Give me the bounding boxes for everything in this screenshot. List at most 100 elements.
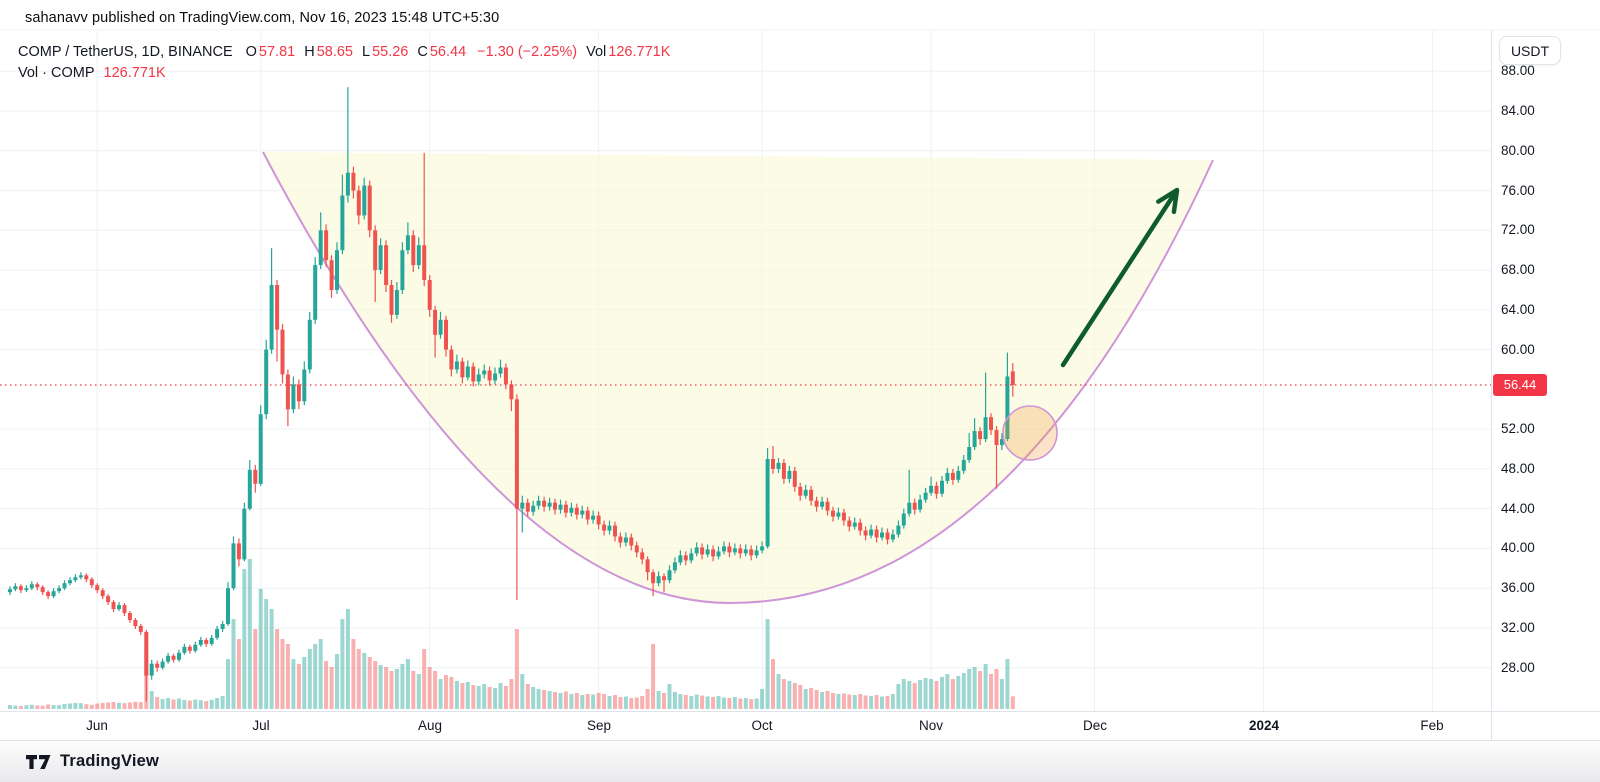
volume-bar: [275, 629, 280, 709]
volume-bar: [678, 694, 683, 709]
volume-bar: [62, 704, 67, 709]
volume-bar: [940, 677, 944, 709]
volume-bar: [394, 669, 399, 709]
candle-body: [487, 370, 492, 381]
price-tick-label: 72.00: [1501, 222, 1535, 237]
candle-body: [444, 319, 448, 350]
candle-body: [345, 172, 350, 196]
candle-body: [422, 245, 427, 280]
candle-body: [781, 462, 786, 479]
candle-body: [182, 646, 187, 653]
candle-body: [591, 515, 596, 520]
candle-body: [433, 309, 438, 335]
volume-bar: [580, 695, 585, 709]
volume-bar: [427, 667, 432, 709]
time-tick-label: Aug: [417, 718, 443, 733]
candle-body: [574, 507, 579, 515]
currency-button[interactable]: USDT: [1499, 36, 1561, 65]
retest-highlight-circle[interactable]: [1002, 405, 1058, 461]
candle-body: [989, 417, 993, 431]
volume-bar: [934, 681, 939, 709]
volume-bar: [874, 695, 879, 709]
candle-body: [193, 644, 198, 651]
candle-body: [967, 447, 972, 460]
volume-bar: [493, 688, 498, 709]
candle-body: [901, 513, 906, 526]
candle-body: [961, 459, 966, 471]
volume-bar: [803, 689, 808, 709]
volume-bar: [885, 696, 890, 709]
volume-bar: [722, 697, 726, 709]
candle-body: [760, 546, 765, 551]
breakout-arrow-shaft[interactable]: [1060, 190, 1178, 368]
candle-body: [607, 525, 612, 531]
volume-bar: [78, 703, 83, 709]
candle-body: [340, 195, 345, 251]
price-tick-label: 32.00: [1501, 620, 1535, 635]
price-tick-label: 88.00: [1501, 63, 1535, 78]
candle-body: [18, 586, 23, 591]
candle-body: [149, 663, 154, 676]
candle-body: [253, 469, 258, 484]
volume-bar: [89, 704, 94, 709]
volume-bar: [215, 698, 220, 709]
volume-bar: [444, 675, 448, 709]
cup-pattern-curve[interactable]: [262, 151, 1214, 605]
candle-body: [198, 639, 203, 645]
volume-bar: [640, 696, 645, 709]
candle-body: [929, 485, 934, 493]
volume-bar: [727, 698, 732, 709]
volume-bar: [204, 701, 209, 709]
candle-body: [814, 500, 819, 507]
volume-bar: [994, 669, 999, 709]
candle-body: [558, 504, 563, 510]
candle-body: [177, 652, 181, 660]
candle-body: [269, 285, 274, 350]
volume-bar: [662, 693, 666, 709]
candle-body: [809, 489, 814, 501]
candle-body: [787, 470, 792, 479]
volume-bar: [18, 706, 23, 709]
candle-body: [651, 572, 656, 584]
candle-body: [117, 605, 121, 610]
volume-bar: [596, 693, 601, 709]
candle-body: [738, 548, 743, 554]
tradingview-logo-icon[interactable]: [25, 752, 52, 772]
current-price-badge: 56.44: [1493, 374, 1547, 396]
candle-body: [258, 414, 263, 484]
price-tick-label: 28.00: [1501, 660, 1535, 675]
time-tick-label: Jun: [86, 718, 108, 733]
tradingview-brand-text[interactable]: TradingView: [60, 752, 160, 770]
candle-body: [291, 384, 296, 410]
candle-body: [934, 485, 939, 494]
candle-body: [972, 431, 977, 447]
candle-body: [95, 585, 100, 591]
candle-body: [771, 459, 775, 469]
candle-body: [825, 501, 830, 511]
volume-bar: [732, 697, 737, 709]
candle-body: [749, 549, 754, 556]
volume-bar: [950, 679, 955, 709]
volume-bar: [623, 696, 628, 709]
volume-bar: [35, 705, 40, 709]
volume-bar: [547, 691, 552, 709]
volume-bar: [869, 696, 874, 709]
candle-body: [57, 588, 62, 592]
volume-bar: [155, 697, 160, 709]
volume-bar: [313, 644, 318, 709]
candle-body: [411, 235, 416, 266]
time-tick-label: Dec: [1082, 718, 1107, 733]
volume-bar: [345, 609, 350, 709]
volume-bar: [520, 674, 525, 709]
volume-bar: [651, 644, 656, 709]
volume-bar: [264, 599, 269, 709]
volume-bar: [574, 693, 579, 709]
candle-body: [950, 472, 955, 480]
volume-bar: [100, 703, 105, 709]
candle-body: [220, 624, 225, 629]
candle-body: [493, 373, 498, 381]
symbol-title[interactable]: COMP / TetherUS, 1D, BINANCE: [18, 44, 233, 60]
candle-body: [329, 260, 334, 290]
candle-body: [302, 369, 307, 402]
